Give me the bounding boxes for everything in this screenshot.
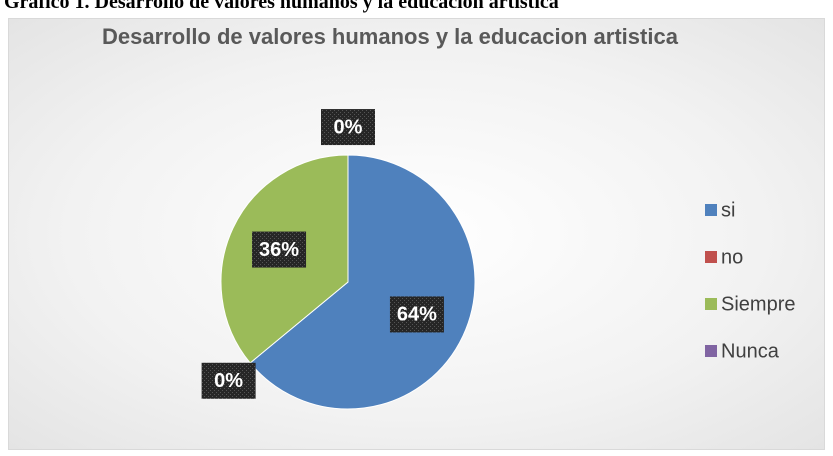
data-label: 64%	[389, 296, 444, 333]
legend-label: no	[721, 246, 743, 268]
legend-swatch	[705, 204, 717, 216]
data-label-text: 36%	[259, 239, 299, 261]
data-label: 36%	[252, 231, 307, 268]
data-label-text: 64%	[397, 304, 437, 326]
data-label-box	[201, 362, 256, 399]
legend-swatch	[705, 251, 717, 263]
legend-label: Nunca	[721, 340, 780, 362]
caption: Gráfico 1. Desarrollo de valores humanos…	[4, 0, 559, 13]
data-label-box	[252, 231, 307, 268]
data-label-box	[389, 296, 444, 333]
legend-label: si	[721, 199, 735, 221]
data-label: 0%	[321, 109, 375, 146]
legend-label: Siempre	[721, 293, 795, 315]
data-label-box	[321, 109, 375, 146]
data-label-text: 0%	[334, 116, 363, 138]
pie-slice	[249, 154, 476, 410]
chart-title: Desarrollo de valores humanos y la educa…	[102, 24, 678, 49]
data-label-text: 0%	[214, 370, 243, 392]
data-label: 0%	[201, 362, 256, 399]
legend-swatch	[705, 345, 717, 357]
legend-swatch	[705, 298, 717, 310]
